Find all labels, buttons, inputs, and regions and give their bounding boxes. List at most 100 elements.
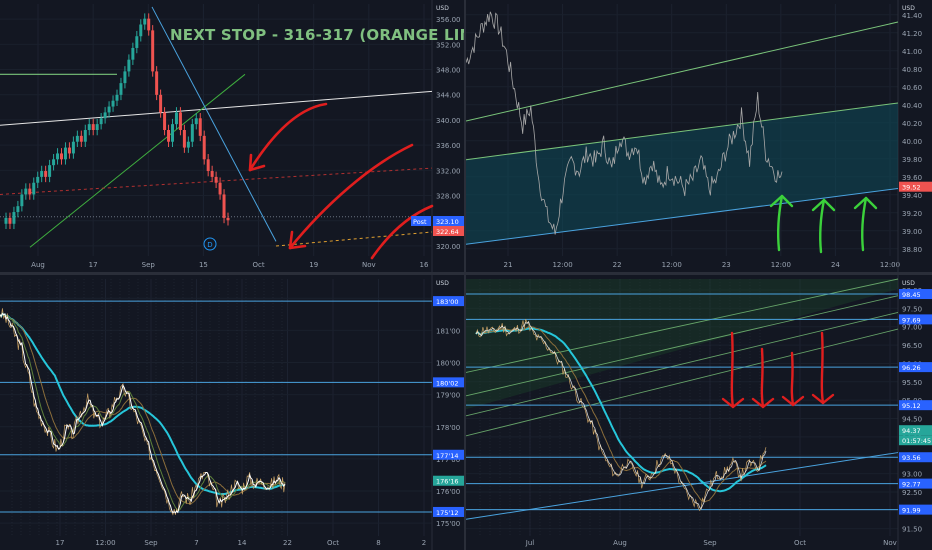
- y-tick-label: 92.50: [902, 489, 922, 497]
- red-arrow-head: [751, 397, 775, 409]
- moving-average-medium: [0, 312, 286, 505]
- price-tag-value: 95.12: [902, 402, 921, 410]
- x-tick-label: 15: [199, 261, 208, 269]
- y-tick-label: 40.20: [902, 120, 922, 128]
- candle-body: [139, 24, 143, 37]
- line-chart[interactable]: JulAugSepOctNov98.0097.5097.0096.5096.00…: [466, 275, 932, 550]
- channel-upper-line: [466, 21, 899, 122]
- line-chart[interactable]: 21 12:00 22 12:00 23 12:00 24 12:00 41.40 41.20 41…: [466, 0, 932, 272]
- red-arrow: [790, 351, 795, 407]
- y-tick-label: 177'00: [436, 456, 460, 464]
- price-tag-value: 97.69: [902, 316, 921, 324]
- candle-body: [63, 147, 67, 160]
- candle-body: [24, 188, 28, 195]
- price-tag-value: 92.77: [902, 481, 921, 489]
- x-tick-label: 17: [56, 539, 65, 547]
- price-tag-bg: [899, 362, 932, 373]
- candle-body: [151, 30, 155, 72]
- moving-average-medium: [475, 326, 767, 503]
- x-tick-label: Aug: [31, 261, 45, 269]
- y-tick-label: 39.00: [902, 228, 922, 236]
- price-tag-value: 176'16: [436, 478, 458, 486]
- currency-label: USD: [436, 280, 449, 287]
- price-line-noisy: [475, 318, 767, 512]
- y-tick-label: 348.00: [436, 67, 461, 75]
- red-arrow-head: [248, 153, 266, 172]
- price-tag-bg: [899, 425, 932, 436]
- green-arrow: [861, 196, 868, 252]
- currency-label: USD: [902, 280, 915, 287]
- candle-body: [52, 159, 56, 166]
- y-tick-label: 340.00: [436, 117, 461, 125]
- candle-body: [91, 124, 95, 130]
- candle-body: [135, 36, 139, 48]
- x-tick-label: Nov: [362, 261, 376, 269]
- y-tick-label: 97.50: [902, 305, 922, 313]
- red-arrow: [248, 102, 328, 172]
- candle-body: [103, 112, 107, 119]
- price-tag-bg: [433, 226, 464, 236]
- candle-body: [155, 71, 159, 95]
- candle-body: [67, 147, 71, 154]
- green-arrow-head: [811, 198, 836, 212]
- candle-body: [119, 83, 123, 95]
- moving-average-short: [0, 312, 286, 511]
- candle-body: [56, 153, 60, 160]
- chart-headline: NEXT STOP - 316-317 (ORANGE LINE): [170, 26, 464, 44]
- pane-divider-horizontal[interactable]: [0, 272, 932, 275]
- price-tag-bg: [899, 289, 932, 300]
- y-tick-label: 95.50: [902, 379, 922, 387]
- price-line: [0, 312, 286, 514]
- y-tick-label: 352.00: [436, 41, 461, 49]
- chart-pane-top-right[interactable]: 21 12:00 22 12:00 23 12:00 24 12:00 41.40 41.20 41…: [466, 0, 932, 272]
- channel-fill: [466, 103, 898, 245]
- x-tick-label: 19: [309, 261, 318, 269]
- candle-body: [87, 124, 91, 130]
- price-tag-value: 91.99: [902, 507, 921, 515]
- candle-body: [44, 171, 48, 177]
- price-line: [466, 11, 783, 235]
- candle-body: [198, 118, 202, 136]
- price-tag-label: Post: [413, 218, 427, 226]
- candlestick-chart[interactable]: Aug 17 Sep 15 Oct 19 Nov 16 356.00 352.00 348.00 34…: [0, 0, 464, 272]
- x-tick-label: 17: [89, 261, 98, 269]
- price-tag-bg: [433, 377, 464, 388]
- pane-divider-vertical[interactable]: [464, 0, 466, 550]
- blue-falling-trendline: [151, 6, 277, 242]
- y-tick-label: 40.60: [902, 84, 922, 92]
- blue-rising-trendline: [466, 452, 899, 520]
- orange-target-line: [275, 231, 433, 247]
- x-tick-label: 14: [238, 539, 247, 547]
- channel-fill: [466, 279, 898, 410]
- x-tick-label: Sep: [142, 261, 156, 269]
- price-tag-value: 180'02: [436, 379, 458, 387]
- candle-body: [226, 217, 230, 221]
- chart-pane-top-left[interactable]: Aug 17 Sep 15 Oct 19 Nov 16 356.00 352.00 348.00 34…: [0, 0, 464, 272]
- price-tag-bg: [433, 296, 464, 307]
- y-tick-label: 96.50: [902, 342, 922, 350]
- candle-body: [178, 112, 182, 130]
- y-tick-label: 40.40: [902, 102, 922, 110]
- candle-body: [159, 94, 163, 113]
- candle-body: [8, 217, 12, 224]
- moving-average-long: [0, 311, 286, 496]
- channel-line: [466, 311, 899, 417]
- chart-pane-bottom-right[interactable]: JulAugSepOctNov98.0097.5097.0096.5096.00…: [466, 275, 932, 550]
- channel-lower-line: [466, 188, 899, 245]
- x-tick-label: 12:00: [662, 261, 682, 269]
- chart-pane-bottom-left[interactable]: 1712:00Sep71422Oct82182'00181'00180'0017…: [0, 275, 464, 550]
- price-tag-bg: [433, 216, 464, 226]
- candle-body: [4, 217, 8, 224]
- price-tag-value: 177'14: [436, 452, 458, 460]
- y-tick-label: 320.00: [436, 243, 461, 251]
- channel-line: [466, 295, 899, 397]
- price-tag-bg: [899, 452, 932, 463]
- candle-body: [171, 124, 174, 142]
- line-chart[interactable]: 1712:00Sep71422Oct82182'00181'00180'0017…: [0, 275, 464, 550]
- x-tick-label: 24: [831, 261, 840, 269]
- x-tick-label: 12:00: [552, 261, 572, 269]
- y-tick-label: 41.20: [902, 30, 922, 38]
- candle-body: [107, 106, 111, 113]
- y-tick-label: 175'00: [436, 520, 460, 528]
- x-tick-label: 22: [283, 539, 292, 547]
